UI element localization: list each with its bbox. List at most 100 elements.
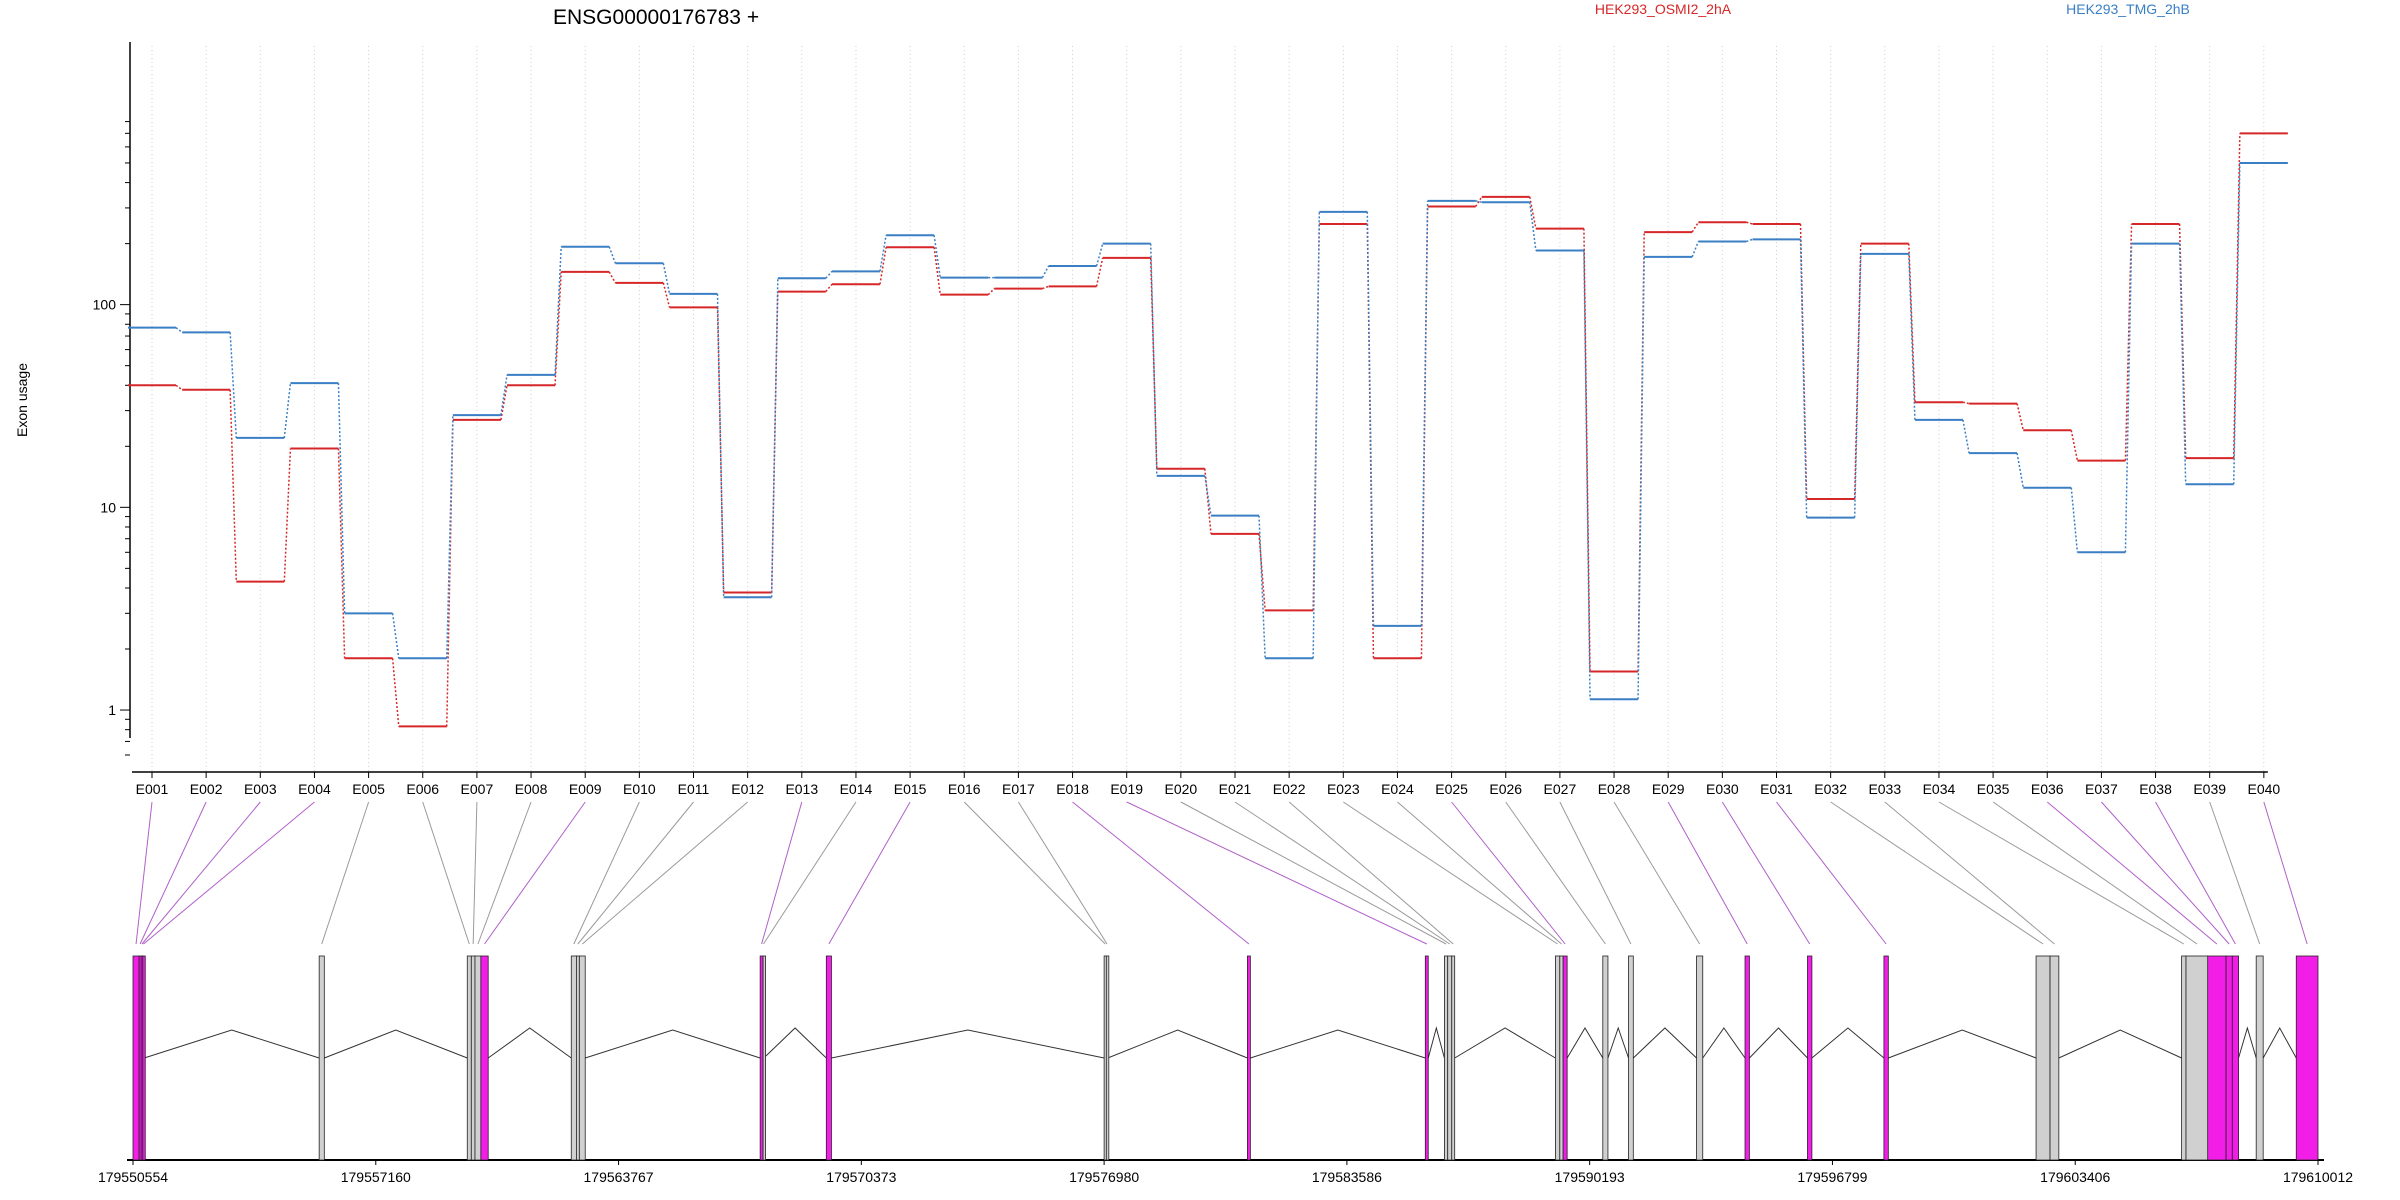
series-connector: [1529, 202, 1537, 251]
series-connector: [1204, 475, 1212, 516]
series-connector: [283, 383, 292, 439]
intron-line: [763, 1027, 827, 1059]
series-connector: [1149, 257, 1158, 469]
series-connector: [1312, 211, 1321, 659]
series-connector: [391, 613, 400, 659]
series-connector: [1962, 419, 1970, 454]
exon-box: [2295, 955, 2319, 1161]
genomic-tick-label: 179557160: [341, 1169, 411, 1185]
exon-box: [570, 955, 577, 1161]
exon-box: [2231, 955, 2239, 1161]
series-connector: [1691, 221, 1699, 233]
exon-mapping-line: [1234, 801, 1451, 945]
exon-box: [2181, 955, 2187, 1161]
y-axis-label: Exon usage: [14, 363, 30, 437]
exon-mapping-line: [1072, 801, 1250, 945]
exon-mapping-line: [1992, 801, 2198, 945]
y-tick-label: 100: [93, 297, 117, 313]
exon-mapping-line: [1288, 801, 1454, 945]
series-connector: [2016, 453, 2024, 488]
series-connector: [1258, 515, 1266, 659]
exon-mapping-line: [422, 801, 470, 945]
x-tick-label: E031: [1760, 781, 1793, 797]
genomic-tick-label: 179570373: [826, 1169, 896, 1185]
genomic-tick-label: 179583586: [1312, 1169, 1382, 1185]
series-connector: [1853, 243, 1862, 499]
x-tick-label: E037: [2085, 781, 2118, 797]
series-connector: [229, 389, 238, 582]
series-connector: [825, 270, 833, 279]
series-connector: [933, 235, 941, 278]
exon-box: [2255, 955, 2264, 1161]
exon-box: [1562, 955, 1568, 1161]
series-connector: [446, 415, 454, 659]
exon-mapping-line: [1397, 801, 1562, 945]
exon-mapping-line: [2209, 801, 2261, 945]
x-tick-label: E022: [1273, 781, 1306, 797]
series-connector: [2016, 403, 2024, 431]
exon-mapping-line: [1017, 801, 1108, 945]
exon-mapping-line: [135, 801, 153, 945]
intron-line: [144, 1029, 320, 1059]
exon-mapping-line: [2101, 801, 2230, 945]
series-connector: [770, 278, 779, 598]
exon-mapping-line: [1451, 801, 1566, 945]
intron-line: [1454, 1027, 1556, 1059]
series-connector: [1962, 401, 1970, 405]
exon-mapping-line: [1667, 801, 1748, 945]
x-tick-label: E018: [1056, 781, 1089, 797]
exon-mapping-line: [963, 801, 1106, 945]
exon-box: [576, 955, 580, 1161]
series-connector: [1746, 238, 1753, 243]
exon-mapping-line: [472, 801, 478, 945]
x-tick-label: E040: [2247, 781, 2280, 797]
exon-box: [1744, 955, 1750, 1161]
exon-mapping-line: [2263, 801, 2308, 945]
series-connector: [1149, 243, 1158, 476]
intron-line: [1107, 1029, 1248, 1059]
series-connector: [879, 235, 887, 272]
exon-mapping-line: [1884, 801, 2055, 945]
x-tick-label: E004: [298, 781, 331, 797]
intron-line: [1749, 1027, 1808, 1059]
exon-box: [142, 955, 146, 1161]
x-tick-label: E016: [948, 781, 981, 797]
x-tick-label: E003: [244, 781, 277, 797]
x-tick-label: E025: [1435, 781, 1468, 797]
exon-box: [2225, 955, 2233, 1161]
exon-mapping-line: [761, 801, 803, 945]
intron-line: [831, 1029, 1105, 1059]
series-connector: [500, 374, 508, 416]
series-connector: [987, 288, 995, 296]
intron-line: [2238, 1026, 2257, 1059]
exon-box: [318, 955, 325, 1161]
exon-box: [2035, 955, 2051, 1161]
series-connector: [1258, 533, 1266, 611]
exon-box: [470, 955, 476, 1161]
genomic-tick-label: 179610012: [2283, 1169, 2353, 1185]
exon-mapping-line: [1721, 801, 1811, 945]
exon-box: [1559, 955, 1564, 1161]
exon-mapping-line: [581, 801, 748, 945]
genomic-tick-label: 179590193: [1555, 1169, 1625, 1185]
x-tick-label: E001: [136, 781, 169, 797]
exon-mapping-line: [1343, 801, 1558, 945]
series-connector: [1799, 239, 1808, 518]
series-connector: [554, 246, 562, 375]
exon-mapping-line: [1505, 801, 1606, 945]
x-tick-label: E006: [406, 781, 439, 797]
x-tick-label: E035: [1977, 781, 2010, 797]
exon-mapping-line: [573, 801, 640, 945]
x-tick-label: E010: [623, 781, 656, 797]
series-connector: [1042, 285, 1049, 290]
x-tick-label: E013: [785, 781, 818, 797]
exon-box: [1554, 955, 1561, 1161]
series-connector: [391, 658, 400, 727]
x-tick-label: E002: [190, 781, 223, 797]
series-connector: [1908, 243, 1916, 403]
exon-mapping-line: [1830, 801, 2044, 945]
series-connector: [1420, 200, 1429, 626]
exon-box: [825, 955, 832, 1161]
